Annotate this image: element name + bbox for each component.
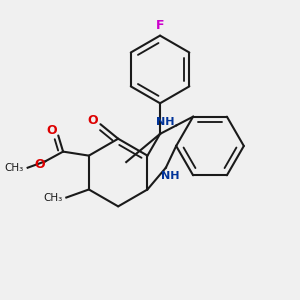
Text: NH: NH <box>160 171 179 181</box>
Text: NH: NH <box>156 117 175 127</box>
Text: CH₃: CH₃ <box>43 193 62 202</box>
Text: F: F <box>156 20 164 32</box>
Text: CH₃: CH₃ <box>4 163 24 173</box>
Text: O: O <box>87 115 98 128</box>
Text: O: O <box>34 158 45 171</box>
Text: O: O <box>46 124 57 137</box>
